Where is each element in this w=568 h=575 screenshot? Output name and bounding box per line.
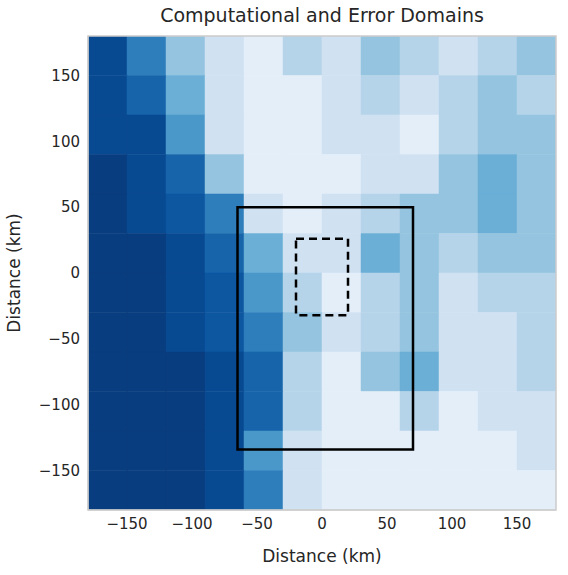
svg-text:Distance (km): Distance (km)	[262, 546, 381, 566]
html-text:Computational and Error Domain: Computational and Error Domains	[160, 4, 484, 26]
svg-text:0: 0	[317, 515, 327, 533]
svg-text:150: 150	[51, 67, 80, 85]
svg-text:0: 0	[70, 264, 80, 282]
svg-text:50: 50	[61, 198, 80, 216]
svg-text:150: 150	[503, 515, 532, 533]
svg-text:−100: −100	[39, 396, 80, 414]
svg-text:50: 50	[377, 515, 396, 533]
svg-text:100: 100	[438, 515, 467, 533]
svg-text:−150: −150	[39, 462, 80, 480]
svg-text:−150: −150	[106, 515, 147, 533]
svg-text:−50: −50	[241, 515, 273, 533]
svg-text:−100: −100	[171, 515, 212, 533]
svg-text:−50: −50	[48, 330, 80, 348]
svg-text:Distance (km): Distance (km)	[4, 213, 24, 332]
svg-text:100: 100	[51, 133, 80, 151]
